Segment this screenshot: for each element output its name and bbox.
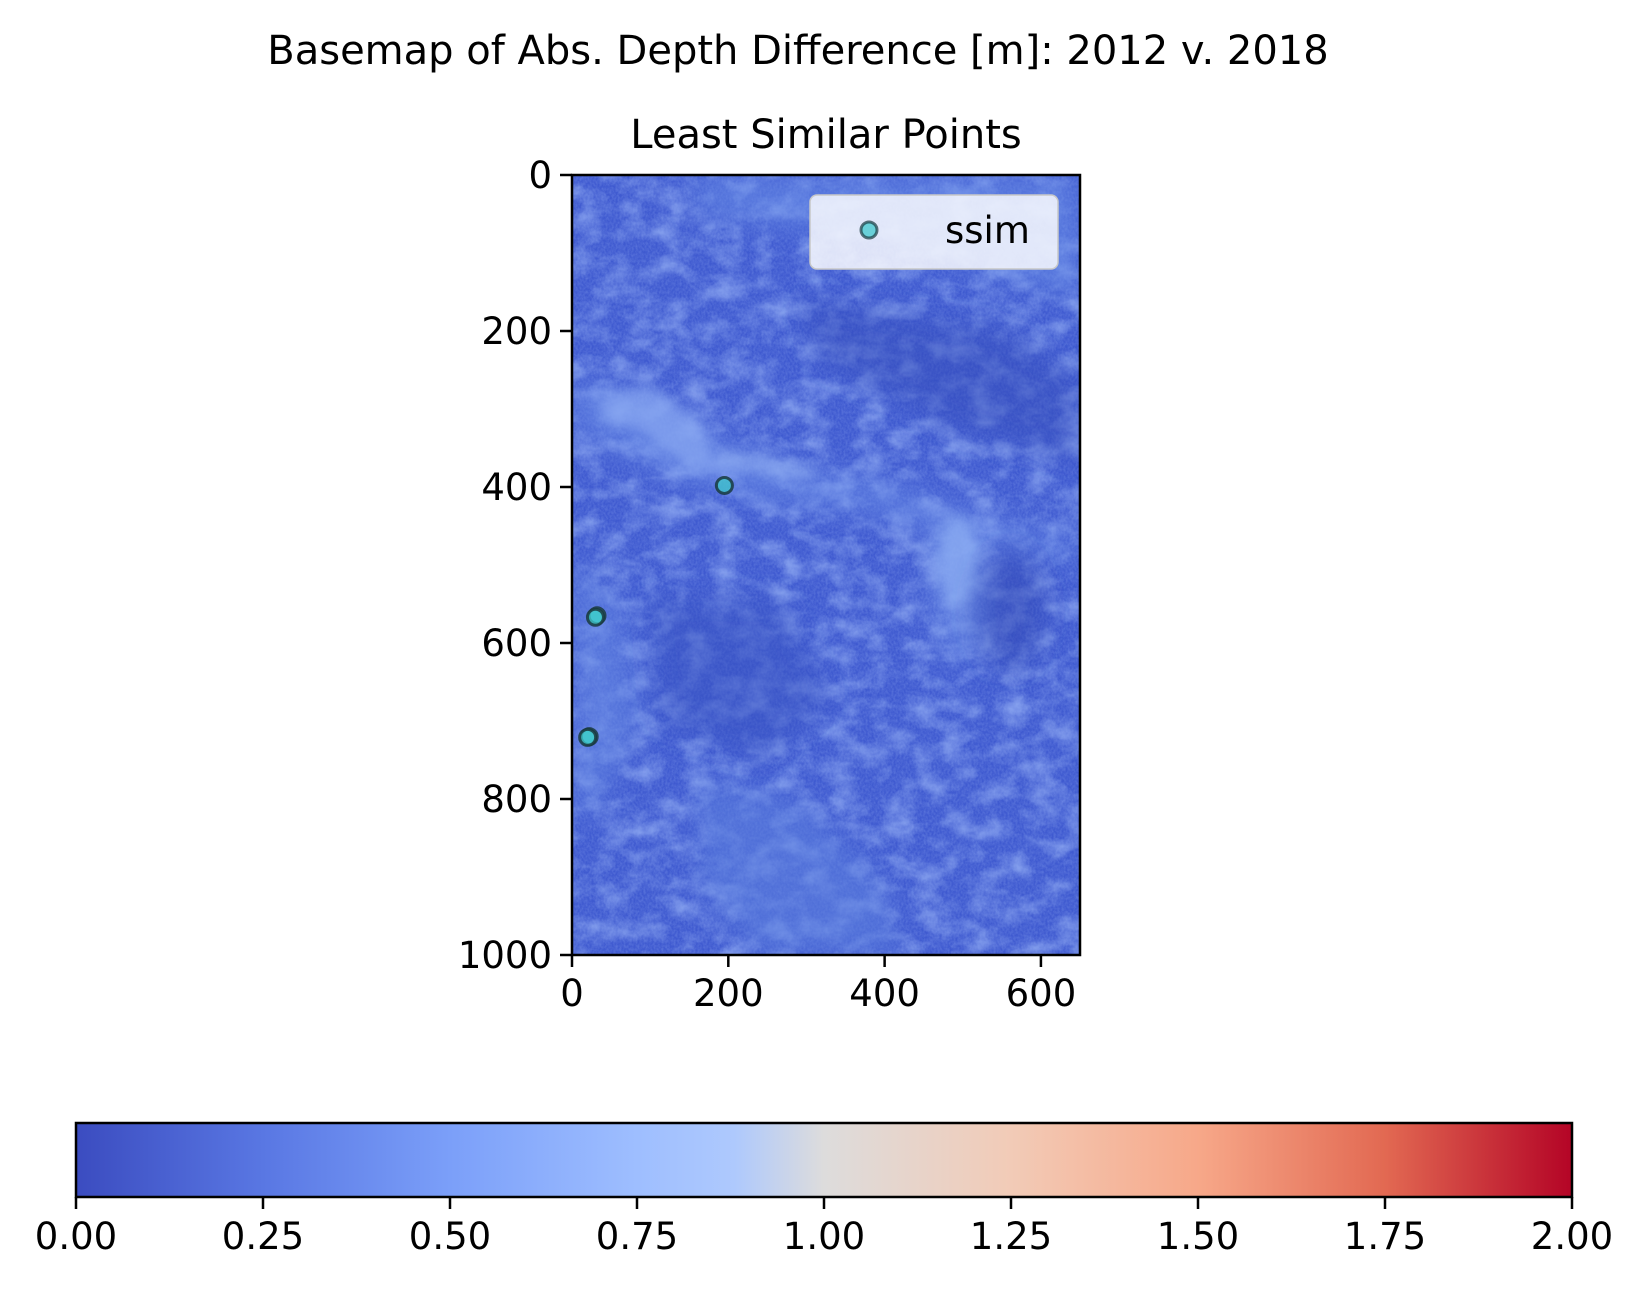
y-tick-label: 600	[481, 622, 552, 665]
data-point	[714, 475, 734, 495]
y-tick-label: 800	[481, 778, 552, 821]
legend-marker-ssim	[859, 220, 879, 240]
y-tick-label: 400	[481, 466, 552, 509]
colorbar-tick-label: 1.50	[1157, 1215, 1239, 1258]
colorbar-tick-label: 1.00	[783, 1215, 865, 1258]
colorbar-tick-label: 1.25	[970, 1215, 1052, 1258]
legend-box	[809, 194, 1059, 270]
colorbar-tick-label: 0.00	[35, 1215, 117, 1258]
colorbar-ticks: 0.00 0.25 0.50 0.75 1.00 1.25 1.50 1.75 2.00	[35, 1197, 1613, 1258]
legend: ssim	[809, 194, 1059, 270]
colorbar: 0.00 0.25 0.50 0.75 1.00 1.25 1.50 1.75 2.00	[35, 1121, 1613, 1258]
figure-suptitle: Basemap of Abs. Depth Difference [m]: 20…	[267, 28, 1328, 74]
colorbar-gradient	[74, 1121, 1574, 1199]
y-tick-label: 0	[528, 154, 552, 197]
data-point	[585, 607, 605, 627]
data-point	[578, 727, 598, 747]
y-tick-label: 1000	[458, 934, 552, 977]
x-tick-label: 0	[560, 972, 584, 1015]
x-tick-label: 200	[693, 972, 764, 1015]
y-axis-ticks: 0 200 400 600 800 1000	[458, 154, 572, 977]
ssim-points	[578, 475, 734, 747]
legend-label-ssim: ssim	[945, 209, 1030, 252]
x-tick-label: 400	[849, 972, 920, 1015]
y-tick-label: 200	[481, 310, 552, 353]
plot-area-frame	[570, 173, 1082, 957]
colorbar-tick-label: 2.00	[1531, 1215, 1613, 1258]
chart-title: Least Similar Points	[630, 112, 1021, 158]
colorbar-tick-label: 0.50	[409, 1215, 491, 1258]
x-axis-ticks: 0 200 400 600	[560, 955, 1076, 1015]
x-tick-label: 600	[1006, 972, 1077, 1015]
colorbar-tick-label: 1.75	[1344, 1215, 1426, 1258]
depth-difference-heatmap	[572, 175, 1080, 955]
colorbar-tick-label: 0.75	[596, 1215, 678, 1258]
colorbar-tick-label: 0.25	[222, 1215, 304, 1258]
